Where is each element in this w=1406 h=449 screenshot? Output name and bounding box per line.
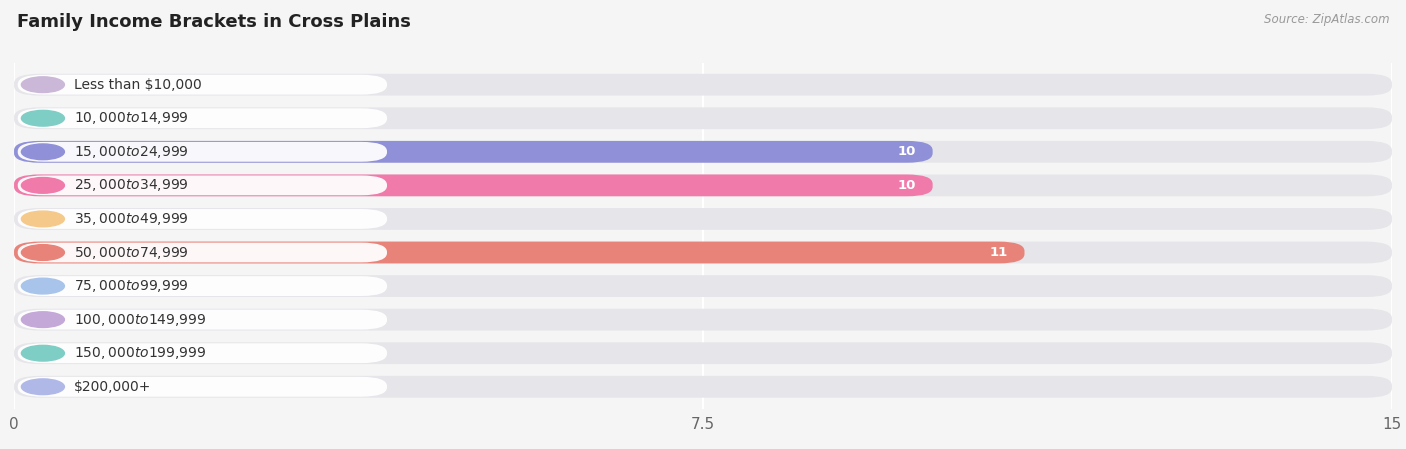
Text: 0: 0 bbox=[37, 280, 45, 293]
Circle shape bbox=[21, 211, 65, 227]
FancyBboxPatch shape bbox=[14, 141, 932, 163]
Circle shape bbox=[21, 312, 65, 327]
FancyBboxPatch shape bbox=[18, 176, 387, 195]
Text: Less than $10,000: Less than $10,000 bbox=[73, 78, 201, 92]
Text: $35,000 to $49,999: $35,000 to $49,999 bbox=[73, 211, 188, 227]
Circle shape bbox=[21, 379, 65, 395]
FancyBboxPatch shape bbox=[14, 242, 1392, 264]
Text: $25,000 to $34,999: $25,000 to $34,999 bbox=[73, 177, 188, 194]
Text: Source: ZipAtlas.com: Source: ZipAtlas.com bbox=[1264, 13, 1389, 26]
Text: $10,000 to $14,999: $10,000 to $14,999 bbox=[73, 110, 188, 126]
Text: 0: 0 bbox=[37, 212, 45, 225]
FancyBboxPatch shape bbox=[18, 108, 387, 128]
Text: 10: 10 bbox=[898, 145, 917, 158]
Circle shape bbox=[21, 144, 65, 160]
FancyBboxPatch shape bbox=[14, 376, 1392, 398]
FancyBboxPatch shape bbox=[18, 310, 387, 330]
Circle shape bbox=[21, 177, 65, 193]
FancyBboxPatch shape bbox=[14, 175, 1392, 196]
FancyBboxPatch shape bbox=[14, 107, 1392, 129]
Text: Family Income Brackets in Cross Plains: Family Income Brackets in Cross Plains bbox=[17, 13, 411, 31]
Text: $200,000+: $200,000+ bbox=[73, 380, 150, 394]
FancyBboxPatch shape bbox=[14, 275, 1392, 297]
FancyBboxPatch shape bbox=[18, 343, 387, 363]
Circle shape bbox=[21, 110, 65, 126]
FancyBboxPatch shape bbox=[14, 175, 932, 196]
FancyBboxPatch shape bbox=[14, 74, 1392, 96]
FancyBboxPatch shape bbox=[18, 242, 387, 262]
Text: $15,000 to $24,999: $15,000 to $24,999 bbox=[73, 144, 188, 160]
Text: 11: 11 bbox=[990, 246, 1008, 259]
Text: 10: 10 bbox=[898, 179, 917, 192]
Text: $150,000 to $199,999: $150,000 to $199,999 bbox=[73, 345, 207, 361]
Text: 0: 0 bbox=[37, 313, 45, 326]
Circle shape bbox=[21, 77, 65, 92]
FancyBboxPatch shape bbox=[14, 141, 1392, 163]
FancyBboxPatch shape bbox=[14, 342, 1392, 364]
FancyBboxPatch shape bbox=[14, 208, 1392, 230]
FancyBboxPatch shape bbox=[18, 142, 387, 162]
FancyBboxPatch shape bbox=[14, 309, 1392, 330]
Text: 0: 0 bbox=[37, 78, 45, 91]
FancyBboxPatch shape bbox=[18, 209, 387, 229]
Text: 0: 0 bbox=[37, 112, 45, 125]
FancyBboxPatch shape bbox=[18, 377, 387, 396]
Text: $75,000 to $99,999: $75,000 to $99,999 bbox=[73, 278, 188, 294]
Text: $50,000 to $74,999: $50,000 to $74,999 bbox=[73, 245, 188, 260]
FancyBboxPatch shape bbox=[18, 75, 387, 95]
Text: $100,000 to $149,999: $100,000 to $149,999 bbox=[73, 312, 207, 328]
FancyBboxPatch shape bbox=[14, 242, 1025, 264]
FancyBboxPatch shape bbox=[18, 276, 387, 296]
Text: 0: 0 bbox=[37, 347, 45, 360]
Circle shape bbox=[21, 345, 65, 361]
Circle shape bbox=[21, 245, 65, 260]
Circle shape bbox=[21, 278, 65, 294]
Text: 0: 0 bbox=[37, 380, 45, 393]
